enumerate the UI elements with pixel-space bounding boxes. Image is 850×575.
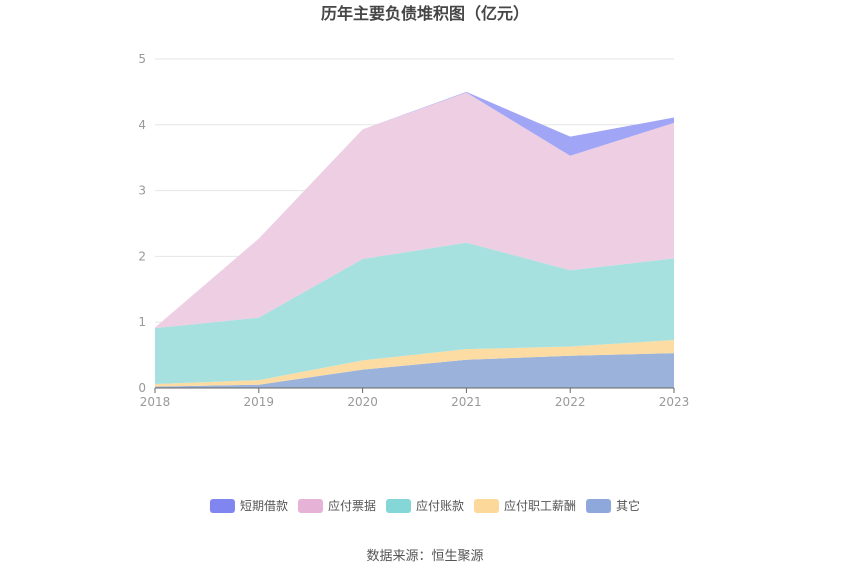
legend-item-其它[interactable]: 其它: [586, 498, 640, 513]
legend-item-短期借款[interactable]: 短期借款: [209, 499, 288, 513]
legend-swatch: [385, 499, 411, 513]
x-tick-label: 2022: [555, 395, 586, 409]
legend-swatch: [586, 499, 612, 513]
x-tick-label: 2023: [659, 395, 690, 409]
legend-item-应付账款[interactable]: 应付账款: [385, 498, 464, 513]
legend-label: 应付职工薪酬: [504, 498, 576, 513]
axes: 2018 2019 2020 2021 2022 2023: [140, 387, 690, 409]
legend-item-应付职工薪酬[interactable]: 应付职工薪酬: [474, 498, 576, 513]
chart-title: 历年主要负债堆积图（亿元）: [321, 4, 529, 23]
x-tick-label: 2020: [347, 395, 378, 409]
area-其它: [155, 353, 674, 388]
x-tick-label: 2019: [244, 395, 275, 409]
y-tick-label: 0: [138, 381, 146, 395]
x-tick-label: 2021: [451, 395, 482, 409]
x-tick-label: 2018: [140, 395, 171, 409]
legend-swatch: [209, 499, 235, 513]
area-应付账款: [155, 242, 674, 385]
legend[interactable]: 短期借款 应付票据 应付账款 应付职工薪酬 其它: [209, 498, 640, 513]
legend-swatch: [297, 499, 323, 513]
y-tick-label: 5: [138, 52, 146, 66]
y-tick-label: 1: [138, 315, 146, 329]
area-应付票据: [155, 92, 674, 329]
area-应付职工薪酬: [155, 339, 674, 387]
legend-item-应付票据[interactable]: 应付票据: [297, 498, 376, 513]
area-series: [155, 91, 674, 388]
legend-label: 应付票据: [328, 498, 376, 513]
y-tick-label: 3: [138, 184, 146, 198]
legend-swatch: [474, 499, 500, 513]
y-tick-label: 2: [138, 249, 146, 263]
legend-label: 应付账款: [416, 498, 464, 513]
y-tick-label: 4: [138, 118, 146, 132]
legend-label: 其它: [616, 498, 640, 513]
data-source-label: 数据来源：恒生聚源: [366, 549, 483, 564]
legend-label: 短期借款: [240, 499, 288, 513]
